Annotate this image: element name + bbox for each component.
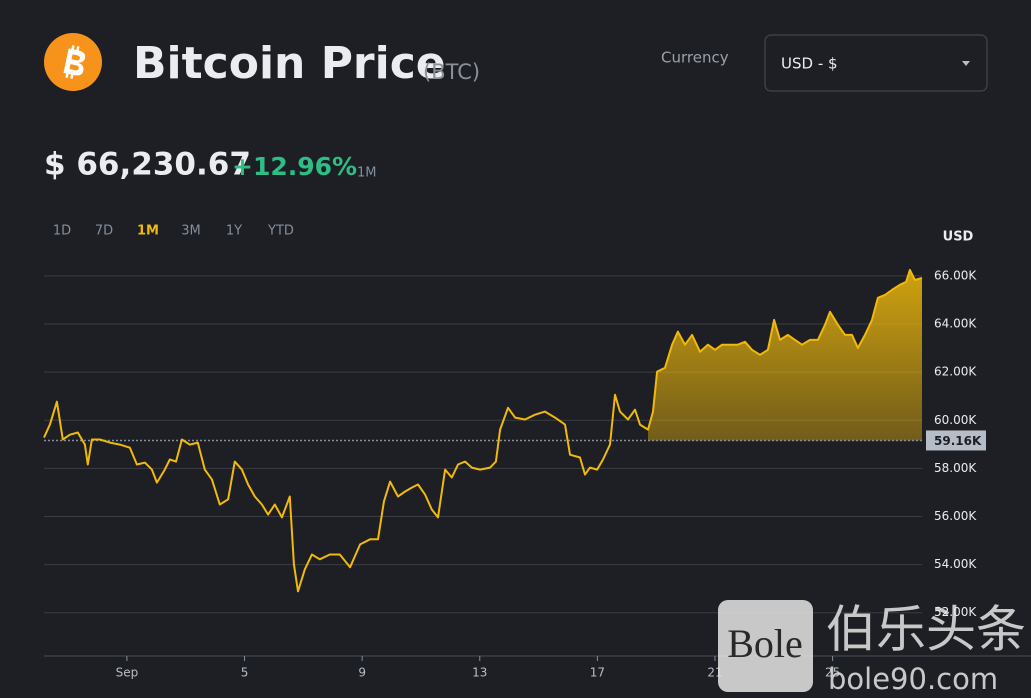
x-tick-label: 5 <box>241 666 249 680</box>
x-tick-label: 17 <box>590 666 605 680</box>
currency-value: USD - $ <box>781 55 838 73</box>
range-tab[interactable]: 1D <box>53 224 71 239</box>
y-tick-label: 66.00K <box>934 268 977 282</box>
currency-label: Currency <box>661 49 729 67</box>
y-axis-label: USD <box>943 230 974 245</box>
y-tick-label: 54.00K <box>934 557 977 571</box>
watermark: Bole 伯乐头条 bole90.com <box>718 600 1026 696</box>
y-tick-label: 62.00K <box>934 365 977 379</box>
range-tab[interactable]: 3M <box>181 224 201 239</box>
range-tab[interactable]: YTD <box>267 224 294 239</box>
currency-dropdown[interactable]: USD - $ <box>764 34 988 92</box>
x-tick-label: 25 <box>825 666 840 680</box>
change-period: 1M <box>357 166 377 181</box>
symbol: (BTC) <box>423 60 480 84</box>
price-change: +12.96% <box>232 152 357 181</box>
price: $ 66,230.67 <box>44 147 251 183</box>
reference-label-box <box>926 430 986 451</box>
range-tab[interactable]: 7D <box>95 224 113 239</box>
y-tick-label: 56.00K <box>934 509 977 523</box>
btc-icon <box>44 33 102 91</box>
page-title: Bitcoin Price <box>133 38 446 89</box>
y-tick-label: 52.00K <box>934 605 977 619</box>
x-tick-label: 13 <box>472 666 487 680</box>
y-tick-label: 58.00K <box>934 461 977 475</box>
watermark-logo: Bole <box>727 621 803 666</box>
price-line <box>43 268 923 593</box>
x-tick-label: 9 <box>358 666 366 680</box>
plot: 52.00K 54.00K 56.00K 58.00K 60.00K 62.00K 64.0… <box>43 268 1031 680</box>
x-tick-label: Sep <box>116 666 139 680</box>
price-area <box>648 269 922 441</box>
watermark-url: bole90.com <box>828 662 998 696</box>
range-tabs: 1D 7D 1M 3M 1Y YTD <box>53 224 294 239</box>
range-tab[interactable]: 1Y <box>226 224 242 239</box>
range-tab[interactable]: 1M <box>137 224 159 239</box>
watermark-name: 伯乐头条 <box>826 601 1026 659</box>
y-tick-label: 60.00K <box>934 413 977 427</box>
y-tick-label: 64.00K <box>934 317 977 331</box>
reference-label: 59.16K <box>934 434 982 448</box>
